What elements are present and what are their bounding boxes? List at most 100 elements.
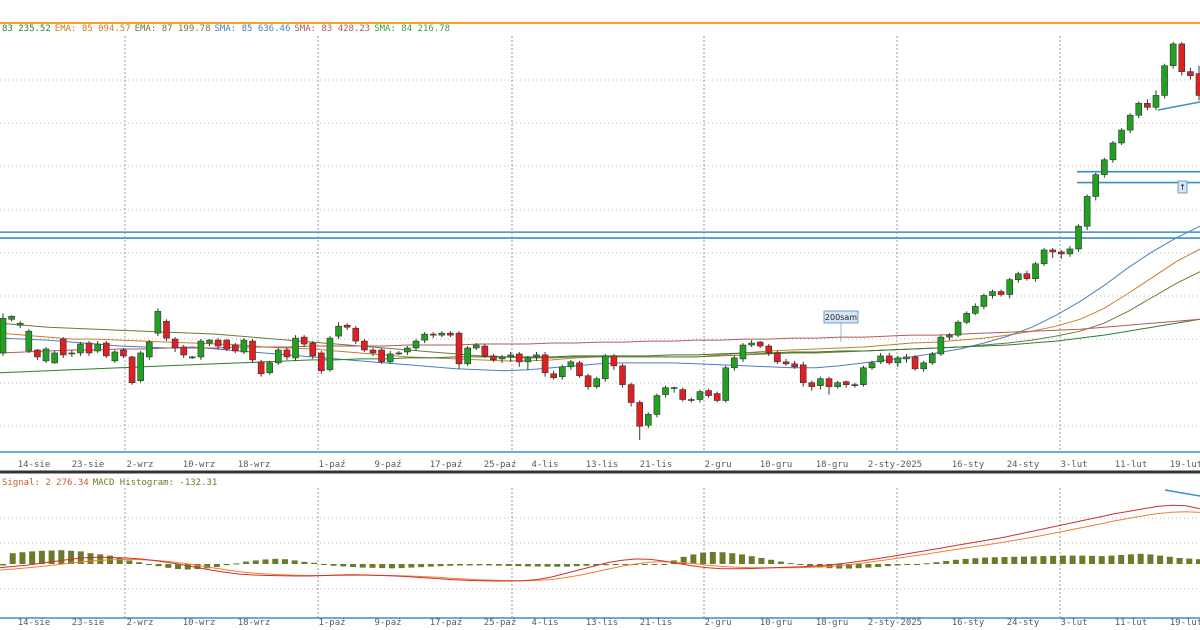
candle-body-90 bbox=[774, 352, 781, 363]
macd-x-tick-2: 2-wrz bbox=[126, 618, 153, 628]
marker-box: ↑ bbox=[1177, 180, 1188, 194]
macd-hist-bar-57 bbox=[554, 564, 561, 567]
macd-hist-bar-2 bbox=[19, 552, 26, 564]
macd-hist-bar-104 bbox=[1011, 556, 1018, 564]
candle-body-49 bbox=[421, 333, 428, 341]
macd-hist-bar-49 bbox=[476, 564, 483, 566]
macd-x-tick-4: 18-wrz bbox=[238, 618, 271, 628]
candle-body-82 bbox=[705, 390, 712, 396]
price-x-tick-9: 4-lis bbox=[531, 460, 558, 470]
candle-body-110 bbox=[946, 334, 953, 338]
macd-hist-bar-120 bbox=[1166, 556, 1173, 564]
macd-hist-bar-60 bbox=[583, 564, 590, 566]
candle-body-35 bbox=[300, 336, 308, 345]
macd-hist-bar-16 bbox=[155, 564, 162, 567]
macd-x-tick-11: 21-lis bbox=[640, 618, 673, 628]
macd-hist-bar-75 bbox=[729, 553, 736, 564]
candle-body-31 bbox=[266, 362, 274, 374]
macd-hist-bar-7 bbox=[68, 550, 75, 564]
candle-body-53 bbox=[455, 332, 463, 365]
macd-hist-bar-50 bbox=[486, 564, 493, 566]
candle-body-139 bbox=[1195, 73, 1200, 96]
macd-hist-bar-67 bbox=[651, 564, 658, 565]
macd-trend-line bbox=[1164, 489, 1200, 497]
candle-body-87 bbox=[748, 342, 755, 346]
candle-body-9 bbox=[77, 343, 84, 354]
candle-body-71 bbox=[610, 355, 618, 367]
candle-body-10 bbox=[85, 342, 93, 354]
macd-hist-bar-47 bbox=[457, 564, 464, 566]
candle-body-105 bbox=[903, 356, 910, 360]
candle-body-46 bbox=[395, 352, 403, 355]
candle-body-64 bbox=[550, 373, 557, 379]
macd-hist-bar-68 bbox=[661, 564, 668, 565]
macd-x-tick-8: 25-paź bbox=[484, 618, 517, 628]
macd-x-tick-3: 10-wrz bbox=[183, 618, 216, 628]
candle-body-88 bbox=[756, 341, 764, 347]
candle-body-70 bbox=[602, 355, 609, 380]
candle-body-127 bbox=[1092, 174, 1100, 197]
candle-body-115 bbox=[989, 291, 996, 296]
candle-body-99 bbox=[851, 384, 859, 386]
candle-body-136 bbox=[1169, 43, 1177, 67]
macd-hist-bar-109 bbox=[1059, 555, 1066, 564]
price-x-tick-5: 1-paź bbox=[318, 460, 345, 470]
candle-body-94 bbox=[808, 382, 816, 387]
macd-hist-bar-45 bbox=[437, 564, 444, 567]
price-x-tick-0: 14-sie bbox=[18, 460, 51, 470]
macd-hist-bar-21 bbox=[204, 564, 211, 569]
macd-hist-bar-77 bbox=[748, 556, 755, 564]
macd-hist-bar-115 bbox=[1118, 555, 1125, 564]
macd-hist-bar-114 bbox=[1108, 555, 1115, 564]
macd-hist-bar-95 bbox=[923, 563, 930, 565]
macd-x-tick-17: 24-sty bbox=[1007, 618, 1040, 628]
ma-legend-item-4: SMA: 83 428.23 bbox=[294, 24, 371, 34]
macd-hist-bar-1 bbox=[9, 553, 16, 564]
candle-body-62 bbox=[533, 354, 540, 358]
macd-hist-bar-122 bbox=[1186, 558, 1193, 564]
candle-body-133 bbox=[1144, 103, 1151, 108]
macd-hist-bar-41 bbox=[398, 564, 405, 569]
macd-hist-bar-79 bbox=[768, 559, 775, 564]
ma-legend-item-3: SMA: 85 636.46 bbox=[214, 24, 291, 34]
macd-legend-item-1: MACD Histogram: -132.31 bbox=[92, 478, 218, 488]
candle-body-23 bbox=[197, 340, 205, 358]
candle-body-57 bbox=[490, 355, 497, 361]
macd-x-tick-13: 10-gru bbox=[760, 618, 793, 628]
macd-hist-bar-73 bbox=[709, 552, 716, 564]
candle-body-123 bbox=[1058, 251, 1065, 255]
macd-hist-bar-43 bbox=[418, 564, 425, 568]
candle-body-7 bbox=[59, 338, 67, 356]
macd-hist-bar-37 bbox=[359, 564, 366, 568]
macd-hist-bar-118 bbox=[1147, 554, 1154, 564]
candle-body-116 bbox=[997, 291, 1005, 295]
macd-hist-bar-108 bbox=[1050, 555, 1057, 564]
candle-body-48 bbox=[412, 340, 420, 349]
macd-hist-bar-33 bbox=[320, 564, 327, 565]
price-x-tick-6: 9-paź bbox=[374, 460, 401, 470]
candle-body-13 bbox=[111, 351, 119, 362]
macd-hist-bar-44 bbox=[427, 564, 434, 567]
macd-hist-bar-12 bbox=[116, 558, 123, 564]
macd-hist-bar-119 bbox=[1157, 555, 1164, 564]
candle-body-80 bbox=[688, 399, 695, 401]
candle-body-114 bbox=[980, 295, 988, 307]
annotation-label: 200sam bbox=[825, 313, 857, 322]
candle-body-44 bbox=[378, 349, 385, 363]
macd-hist-bar-58 bbox=[563, 564, 570, 567]
ma-line-3 bbox=[0, 318, 1200, 374]
candle-body-124 bbox=[1066, 248, 1074, 255]
candle-body-84 bbox=[722, 367, 730, 401]
candle-body-119 bbox=[1023, 273, 1031, 279]
signal-line bbox=[0, 511, 1200, 582]
price-chart[interactable]: 200sam ↑ 14-sie 23-sie 2-wrz 10-wrz 18-wrz 1-pa… bbox=[0, 0, 1200, 470]
candle-body-26 bbox=[223, 339, 231, 350]
candle-body-56 bbox=[481, 345, 489, 357]
price-x-tick-12: 2-gru bbox=[704, 460, 731, 470]
candle-body-65 bbox=[558, 366, 566, 378]
macd-hist-bar-72 bbox=[700, 552, 707, 564]
candle-body-92 bbox=[791, 363, 798, 368]
candle-body-76 bbox=[653, 395, 661, 415]
macd-hist-bar-86 bbox=[836, 564, 843, 569]
